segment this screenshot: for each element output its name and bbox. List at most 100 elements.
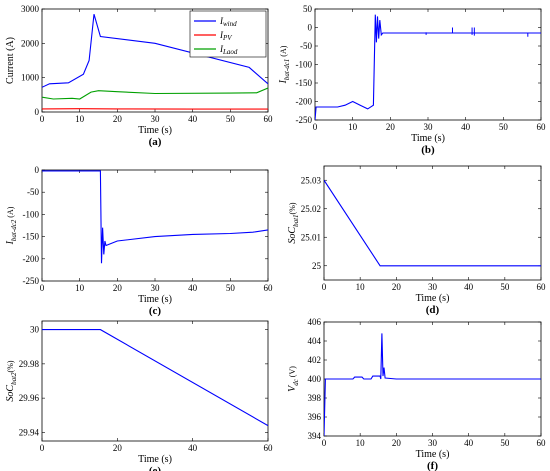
y-tick-label: 1000	[21, 73, 40, 83]
series-line-f-0	[324, 333, 541, 436]
plot-frame	[41, 169, 269, 282]
series-line-d-0	[324, 179, 541, 267]
chart-panel-b: 0 10 20 30 40 50 60 -250 -200 -150 -100 -50 0 50 Time …	[278, 4, 546, 156]
y-axis-label-main: V	[287, 384, 298, 392]
series-line-c-0	[42, 170, 268, 264]
y-axis-label-main: Current (A)	[5, 37, 16, 84]
legend-entry-main: I	[219, 16, 224, 26]
y-tick-label: 25.02	[301, 204, 321, 214]
y-tick-label: -150	[296, 78, 313, 88]
y-axis-label: Current (A)	[5, 37, 16, 84]
x-tick-label: 40	[188, 443, 198, 453]
y-axis-label-main: I	[278, 79, 289, 84]
y-tick-label: 394	[308, 431, 322, 441]
x-tick-label: 20	[386, 122, 396, 132]
x-axis-label: Time (s)	[138, 125, 172, 136]
y-tick-label: 30	[30, 325, 40, 335]
legend-entry: ILaod	[219, 44, 238, 56]
legend-entry-sub: PV	[222, 34, 232, 42]
y-tick-label: 25	[312, 261, 322, 271]
x-tick-label: 10	[356, 282, 366, 292]
y-tick-label: 25.03	[301, 175, 322, 185]
x-tick-label: 50	[500, 282, 510, 292]
y-tick-label: -150	[23, 232, 40, 242]
x-tick-label: 0	[322, 282, 327, 292]
y-axis-label-unit: (V)	[288, 366, 297, 379]
chart-panel-a: 0 10 20 30 40 50 60 0 1000 2000 3000 Time (s) Curren…	[5, 4, 273, 148]
y-tick-label: -250	[296, 115, 313, 125]
y-tick-label: 29.96	[19, 393, 40, 403]
x-tick-label: 10	[348, 122, 358, 132]
legend-entry: Iwind	[219, 16, 237, 28]
x-tick-label: 20	[113, 443, 123, 453]
y-tick-label: -200	[23, 254, 40, 264]
panel-label: (e)	[149, 465, 162, 471]
y-axis-label: Vdc (V)	[287, 366, 300, 392]
x-tick-label: 40	[188, 114, 198, 124]
y-tick-label: 396	[308, 412, 322, 422]
y-tick-label: 3000	[21, 4, 40, 14]
x-tick-label: 60	[537, 122, 547, 132]
y-axis-label-unit: (%)	[6, 360, 15, 372]
y-axis-label: SoCbat1(%)	[287, 202, 300, 243]
y-axis-label-sub: bat2	[10, 372, 18, 385]
legend-entry-sub: Laod	[222, 48, 238, 56]
y-tick-label: -100	[23, 209, 40, 219]
y-axis-label-sub: bat-dc2	[10, 219, 18, 241]
series-line-i-laod	[42, 87, 268, 100]
series-line-b-0	[315, 14, 541, 120]
x-tick-label: 10	[356, 438, 366, 448]
y-axis-label-unit: (A)	[6, 206, 15, 219]
y-tick-label: 25.01	[301, 232, 321, 242]
x-tick-label: 30	[428, 282, 438, 292]
x-tick-label: 30	[151, 114, 161, 124]
legend-entry-main: I	[219, 30, 224, 40]
x-tick-label: 0	[40, 283, 45, 293]
x-tick-label: 20	[113, 283, 123, 293]
chart-panel-d: 0 10 20 30 40 50 60 25 25.01 25.02 25.03 Time (s) So…	[287, 165, 547, 316]
y-tick-label: -250	[23, 276, 40, 286]
x-tick-label: 60	[264, 283, 274, 293]
x-tick-label: 50	[226, 283, 236, 293]
plot-frame	[41, 320, 269, 442]
y-axis-label-unit: (%)	[288, 202, 297, 214]
chart-panel-f: 0 10 20 30 40 50 60 394 396 398 400 402 404 406 Time (…	[287, 317, 546, 471]
y-tick-label: 0	[35, 165, 40, 175]
y-tick-label: 0	[308, 23, 313, 33]
x-axis-label: Time (s)	[416, 293, 450, 304]
x-axis-label: Time (s)	[416, 449, 450, 460]
y-axis-label-main: SoC	[5, 385, 16, 402]
y-tick-label: 404	[308, 336, 322, 346]
x-tick-label: 20	[392, 438, 402, 448]
x-tick-label: 50	[499, 122, 509, 132]
x-tick-label: 0	[322, 438, 327, 448]
y-tick-label: 29.94	[19, 427, 40, 437]
x-tick-label: 0	[40, 114, 45, 124]
panel-label: (c)	[149, 305, 162, 317]
y-tick-label: 2000	[21, 38, 40, 48]
y-tick-label: 406	[308, 317, 322, 327]
panel-label: (b)	[421, 144, 435, 156]
y-axis-label-sub: bat-dc1	[283, 59, 291, 80]
y-axis-label: SoCbat2(%)	[5, 360, 18, 401]
legend-entry-sub: wind	[223, 20, 237, 28]
x-tick-label: 30	[151, 283, 161, 293]
y-tick-label: 50	[303, 4, 313, 14]
x-axis-label: Time (s)	[411, 133, 445, 144]
y-axis-label-main: SoC	[287, 227, 298, 244]
x-tick-label: 60	[264, 114, 274, 124]
x-tick-label: 60	[537, 282, 547, 292]
x-tick-label: 60	[537, 438, 547, 448]
y-tick-label: -100	[296, 60, 313, 70]
x-tick-label: 50	[500, 438, 510, 448]
x-tick-label: 10	[75, 283, 85, 293]
x-tick-label: 10	[75, 114, 85, 124]
y-tick-label: 0	[35, 107, 40, 117]
legend-entry-main: I	[219, 44, 224, 54]
chart-panel-c: 0 10 20 30 40 50 60 -250 -200 -150 -100 -50 0 Time (s…	[5, 165, 273, 317]
y-axis-label: Ibat-dc1 (A)	[278, 45, 291, 84]
x-tick-label: 40	[188, 283, 198, 293]
x-tick-label: 0	[313, 122, 318, 132]
x-tick-label: 60	[264, 443, 274, 453]
